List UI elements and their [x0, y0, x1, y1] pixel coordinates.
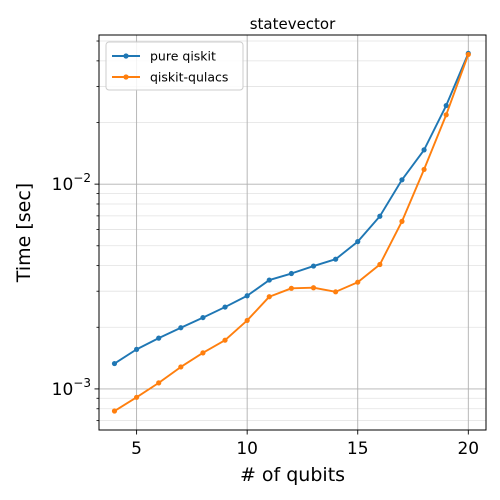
data-point-qiskit-qulacs [244, 317, 250, 324]
y-tick-label: 10−2 [52, 171, 91, 195]
data-point-qiskit-qulacs [222, 337, 228, 343]
data-point-pure-qiskit [421, 147, 427, 153]
data-point-qiskit-qulacs [133, 394, 140, 400]
data-point-pure-qiskit [333, 256, 339, 262]
legend-label-pure-qiskit: pure qiskit [150, 49, 216, 64]
data-point-pure-qiskit [156, 335, 162, 341]
data-point-pure-qiskit [288, 270, 294, 277]
data-point-qiskit-qulacs [421, 166, 427, 173]
major-gridlines [99, 35, 486, 430]
data-point-pure-qiskit [266, 277, 272, 283]
data-point-qiskit-qulacs [333, 289, 339, 295]
legend: pure qiskit qiskit-qulacs [105, 41, 244, 91]
legend-label-qiskit-qulacs: qiskit-qulacs [150, 70, 228, 85]
minor-gridlines [99, 40, 486, 422]
data-point-qiskit-qulacs [465, 51, 471, 58]
x-tick-label: 5 [131, 439, 142, 459]
series-layer [111, 50, 471, 414]
data-point-pure-qiskit [244, 293, 250, 299]
data-point-pure-qiskit [133, 346, 140, 352]
plot-frame [98, 34, 487, 431]
ticks-layer: 10−3 10−2 5 10 15 20 [52, 40, 479, 459]
data-point-qiskit-qulacs [111, 408, 118, 414]
data-point-qiskit-qulacs [178, 364, 184, 370]
data-point-pure-qiskit [111, 360, 118, 367]
data-point-qiskit-qulacs [399, 218, 405, 224]
legend-marker-pure-qiskit [123, 53, 129, 59]
data-point-pure-qiskit [222, 304, 228, 310]
data-point-qiskit-qulacs [200, 350, 206, 356]
data-point-pure-qiskit [443, 102, 449, 109]
x-tick-label: 20 [457, 439, 479, 459]
y-axis-label: Time [sec] [13, 183, 35, 283]
legend-box [105, 41, 244, 91]
legend-marker-qiskit-qulacs [123, 74, 129, 80]
data-point-qiskit-qulacs [288, 285, 294, 291]
data-point-qiskit-qulacs [310, 285, 317, 291]
chart-title: statevector [250, 15, 336, 33]
data-point-pure-qiskit [377, 213, 383, 219]
y-tick-label: 10−3 [52, 376, 91, 400]
data-point-pure-qiskit [310, 263, 317, 269]
x-tick-label: 10 [236, 439, 258, 459]
data-point-qiskit-qulacs [355, 279, 361, 285]
data-point-qiskit-qulacs [266, 294, 272, 300]
data-point-pure-qiskit [200, 314, 206, 321]
data-point-qiskit-qulacs [443, 112, 449, 118]
data-point-pure-qiskit [178, 325, 184, 331]
x-axis-label: # of qubits [240, 464, 345, 486]
x-tick-label: 15 [347, 439, 369, 459]
data-point-pure-qiskit [355, 239, 361, 245]
data-point-qiskit-qulacs [156, 380, 162, 386]
data-point-qiskit-qulacs [377, 261, 383, 268]
data-point-pure-qiskit [399, 177, 405, 183]
